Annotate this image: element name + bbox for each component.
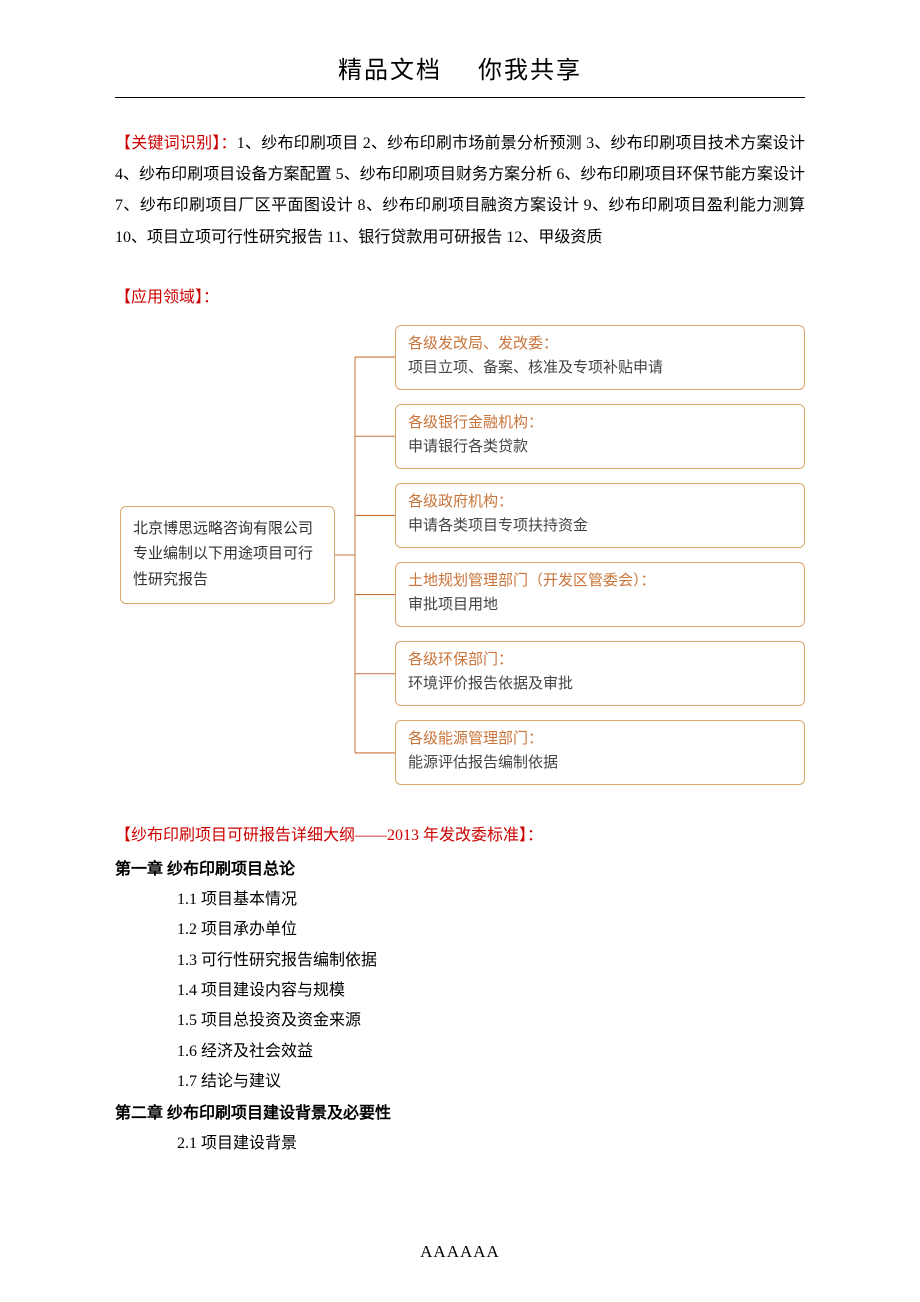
diagram-target-box: 各级发改局、发改委： 项目立项、备案、核准及专项补贴申请 [395, 325, 805, 390]
outline-item: 1.2 项目承办单位 [177, 915, 805, 945]
outline-title: 【纱布印刷项目可研报告详细大纲——2013 年发改委标准】： [115, 821, 805, 845]
outline-title-prefix: 【纱布印刷项目可研报告详细大纲—— [115, 827, 387, 844]
app-domain-label: 【应用领域】： [115, 283, 805, 307]
diagram-target-box: 各级银行金融机构： 申请银行各类贷款 [395, 404, 805, 469]
page-footer: AAAAAA [0, 1242, 920, 1262]
target-title: 各级发改局、发改委： [408, 333, 792, 356]
target-title: 各级银行金融机构： [408, 412, 792, 435]
diagram-targets: 各级发改局、发改委： 项目立项、备案、核准及专项补贴申请 各级银行金融机构： 申… [395, 325, 805, 785]
application-diagram: 北京博思远略咨询有限公司专业编制以下用途项目可行性研究报告 各级发改局、发改委：… [120, 325, 805, 785]
chapter-heading: 第二章 纱布印刷项目建设背景及必要性 [115, 1099, 805, 1123]
target-desc: 申请银行各类贷款 [408, 436, 792, 459]
header-right: 你我共享 [478, 58, 582, 84]
outline-item: 1.4 项目建设内容与规模 [177, 976, 805, 1006]
keywords-label: 【关键词识别】： [115, 135, 237, 152]
target-title: 各级政府机构： [408, 491, 792, 514]
target-title: 土地规划管理部门（开发区管委会）： [408, 570, 792, 593]
outline-item: 1.6 经济及社会效益 [177, 1037, 805, 1067]
target-desc: 环境评价报告依据及审批 [408, 673, 792, 696]
target-desc: 能源评估报告编制依据 [408, 752, 792, 775]
diagram-target-box: 各级能源管理部门： 能源评估报告编制依据 [395, 720, 805, 785]
outline-item: 2.1 项目建设背景 [177, 1129, 805, 1159]
target-desc: 审批项目用地 [408, 594, 792, 617]
target-desc: 申请各类项目专项扶持资金 [408, 515, 792, 538]
outline-title-suffix: 】： [519, 827, 543, 844]
diagram-connector [335, 325, 395, 785]
outline-item: 1.1 项目基本情况 [177, 885, 805, 915]
diagram-target-box: 各级环保部门： 环境评价报告依据及审批 [395, 641, 805, 706]
outline-item: 1.7 结论与建议 [177, 1067, 805, 1097]
target-title: 各级环保部门： [408, 649, 792, 672]
page-header: 精品文档 你我共享 [115, 50, 805, 98]
keywords-block: 【关键词识别】：1、纱布印刷项目 2、纱布印刷市场前景分析预测 3、纱布印刷项目… [115, 128, 805, 253]
target-desc: 项目立项、备案、核准及专项补贴申请 [408, 357, 792, 380]
chapter-heading: 第一章 纱布印刷项目总论 [115, 855, 805, 879]
header-left: 精品文档 [338, 58, 442, 84]
outline-item: 1.5 项目总投资及资金来源 [177, 1006, 805, 1036]
connector-svg [335, 325, 395, 785]
diagram-source-box: 北京博思远略咨询有限公司专业编制以下用途项目可行性研究报告 [120, 506, 335, 605]
target-title: 各级能源管理部门： [408, 728, 792, 751]
diagram-target-box: 土地规划管理部门（开发区管委会）： 审批项目用地 [395, 562, 805, 627]
outline-title-year: 2013 年发改委标准 [387, 827, 519, 844]
diagram-target-box: 各级政府机构： 申请各类项目专项扶持资金 [395, 483, 805, 548]
outline-item: 1.3 可行性研究报告编制依据 [177, 946, 805, 976]
